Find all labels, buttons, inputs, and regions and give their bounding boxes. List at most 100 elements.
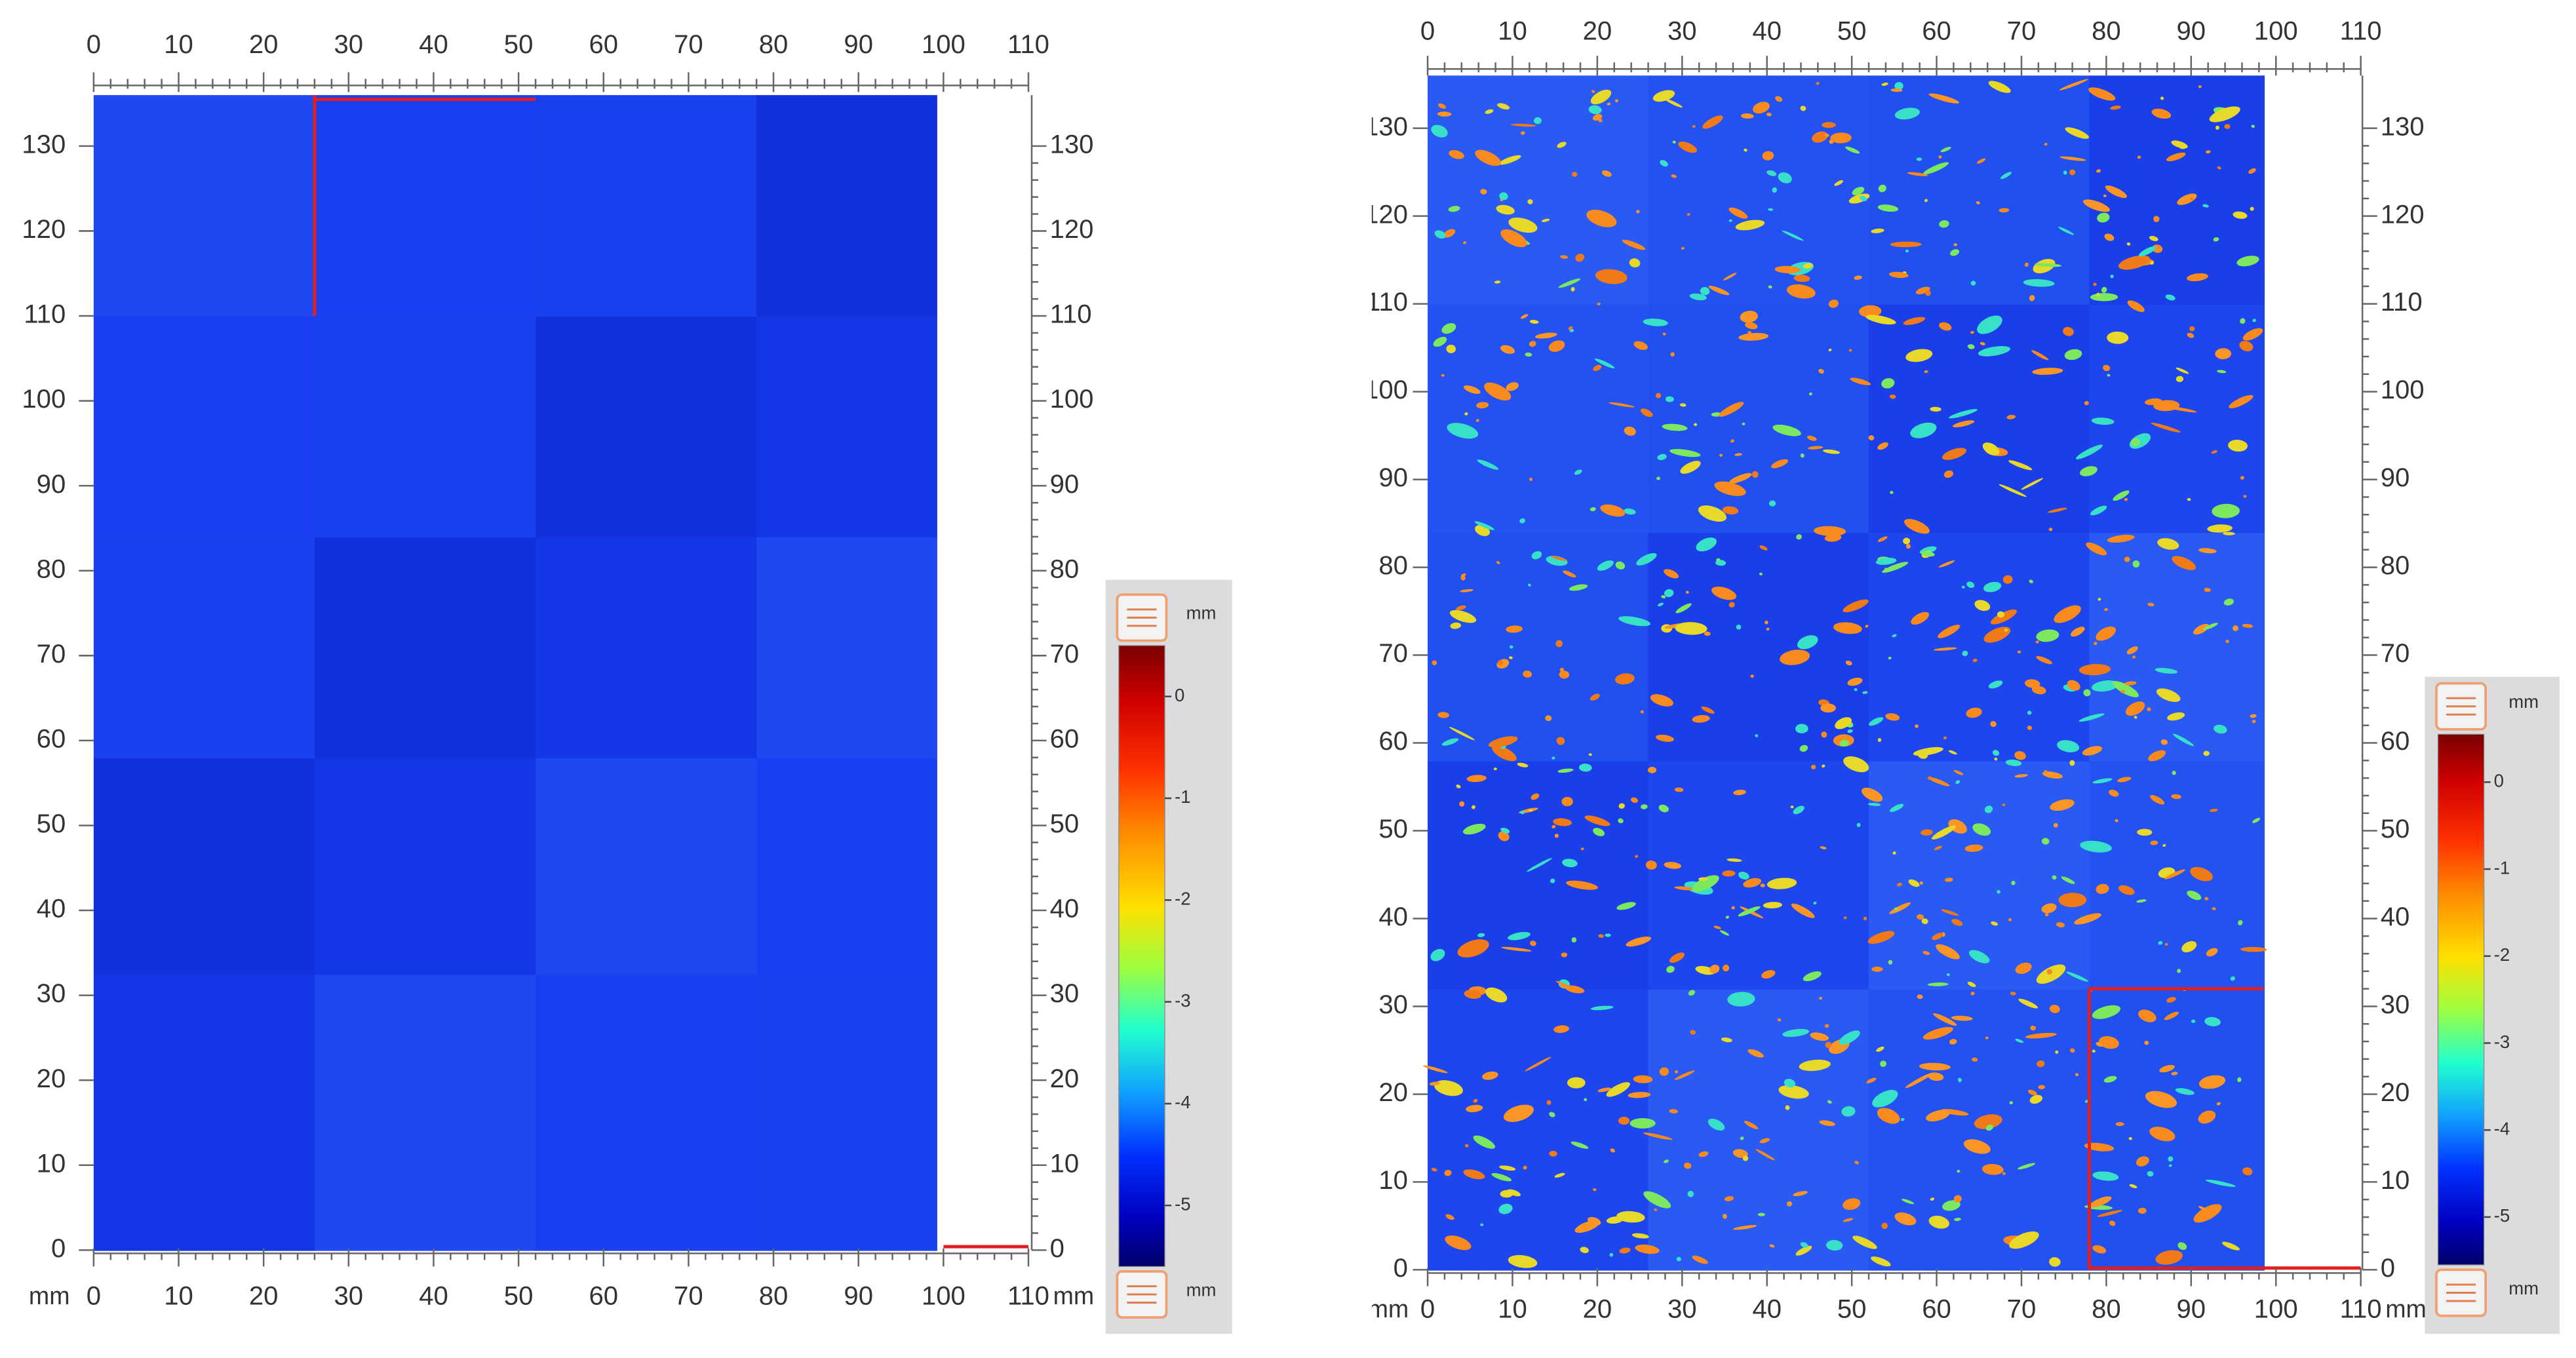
- image-speckle: [1690, 1030, 1696, 1035]
- image-speckle: [1755, 1149, 1775, 1161]
- image-speckle: [2193, 623, 2210, 635]
- image-speckle: [1701, 706, 1715, 714]
- image-speckle: [1464, 990, 1481, 999]
- image-speckle: [1550, 878, 1555, 883]
- image-tile: [93, 757, 316, 975]
- image-speckle: [2233, 625, 2238, 632]
- image-speckle: [1768, 500, 1776, 507]
- image-speckle: [1877, 204, 1899, 212]
- image-speckle: [1674, 1070, 1695, 1080]
- y-tick-label: 90: [2381, 463, 2410, 492]
- image-speckle: [1731, 906, 1735, 910]
- image-speckle: [1910, 422, 1937, 438]
- image-speckle: [2176, 367, 2189, 374]
- colorbar-tick-label: -3: [2494, 1032, 2510, 1052]
- x-tick-label: 100: [922, 30, 966, 59]
- image-speckle: [1685, 591, 1689, 594]
- image-speckle: [1875, 557, 1897, 565]
- image-speckle: [1930, 406, 1942, 412]
- image-speckle: [2137, 155, 2141, 159]
- image-speckle: [1964, 844, 1983, 852]
- image-speckle: [2063, 326, 2074, 336]
- image-speckle: [1795, 724, 1808, 733]
- image-speckle: [1529, 341, 1536, 347]
- x-tick-label: 20: [1583, 17, 1612, 46]
- image-speckle: [1843, 756, 1869, 773]
- image-speckle: [1922, 162, 1949, 175]
- image-speckle: [1624, 426, 1636, 436]
- image-speckle: [2105, 185, 2127, 199]
- x-tick-label: 0: [87, 1282, 101, 1311]
- image-speckle: [1511, 123, 1536, 127]
- image-speckle: [2096, 1041, 2103, 1047]
- x-tick-label: 110: [1007, 1282, 1049, 1311]
- image-speckle: [1595, 269, 1628, 284]
- x-tick-label: 40: [1752, 1295, 1782, 1324]
- image-speckle: [1557, 142, 1567, 148]
- image-speckle: [2030, 1025, 2037, 1031]
- image-speckle: [1934, 647, 1957, 651]
- x-tick-label: 90: [844, 30, 873, 59]
- image-speckle: [1568, 326, 1573, 330]
- image-speckle: [1871, 228, 1884, 233]
- x-tick-label: 70: [2007, 1295, 2037, 1324]
- image-speckle: [1556, 737, 1565, 745]
- image-speckle: [1761, 970, 1776, 979]
- image-speckle: [1474, 521, 1494, 530]
- image-speckle: [1927, 777, 1950, 786]
- image-tile: [2089, 532, 2265, 762]
- image-speckle: [1563, 570, 1576, 578]
- image-speckle: [2120, 689, 2125, 693]
- image-speckle: [1485, 987, 1508, 1003]
- image-speckle: [1782, 230, 1804, 241]
- image-speckle: [1640, 408, 1653, 417]
- image-speckle: [1970, 281, 1976, 286]
- image-speckle: [1594, 358, 1615, 369]
- image-speckle: [2065, 127, 2090, 139]
- image-speckle: [1939, 220, 1949, 228]
- colorbar-tick-label: 0: [1175, 685, 1184, 705]
- image-speckle: [1434, 1080, 1463, 1096]
- image-speckle: [1833, 622, 1862, 634]
- image-speckle: [1549, 1150, 1557, 1157]
- image-speckle: [1665, 98, 1683, 108]
- image-speckle: [2168, 1164, 2172, 1167]
- image-speckle: [2084, 1142, 2115, 1152]
- image-speckle: [1569, 584, 1588, 591]
- image-speckle: [1753, 102, 1770, 114]
- image-speckle: [1988, 81, 2011, 93]
- image-speckle: [1473, 1098, 1478, 1103]
- image-speckle: [2025, 1032, 2057, 1039]
- y-tick-label: 100: [22, 385, 66, 414]
- image-speckle: [1614, 99, 1619, 103]
- image-speckle: [1738, 872, 1749, 880]
- image-speckle: [1978, 346, 2010, 357]
- image-speckle: [2103, 1076, 2117, 1083]
- image-speckle: [1852, 1235, 1877, 1249]
- image-speckle: [2103, 364, 2111, 372]
- image-speckle: [1974, 1114, 2002, 1129]
- image-speckle: [2059, 156, 2086, 161]
- image-tile: [2089, 988, 2265, 1271]
- image-speckle: [1558, 278, 1581, 288]
- image-speckle: [1863, 916, 1867, 921]
- image-speckle: [2042, 771, 2063, 779]
- image-speckle: [2109, 789, 2119, 797]
- image-speckle: [1738, 906, 1761, 917]
- image-speckle: [1881, 82, 1888, 87]
- image-speckle: [2074, 913, 2101, 925]
- image-speckle: [2112, 681, 2139, 697]
- image-speckle: [1743, 878, 1762, 888]
- image-speckle: [2096, 169, 2101, 173]
- image-speckle: [1882, 562, 1909, 573]
- image-speckle: [1669, 1109, 1678, 1114]
- colorbar-tick-label: -5: [1175, 1193, 1191, 1214]
- image-speckle: [1729, 473, 1752, 484]
- image-speckle: [1808, 446, 1824, 450]
- image-speckle: [1678, 142, 1697, 153]
- image-speckle: [1766, 170, 1777, 176]
- image-speckle: [1867, 803, 1881, 806]
- image-speckle: [1957, 1077, 1962, 1083]
- image-tile: [536, 95, 758, 317]
- image-speckle: [2002, 575, 2013, 584]
